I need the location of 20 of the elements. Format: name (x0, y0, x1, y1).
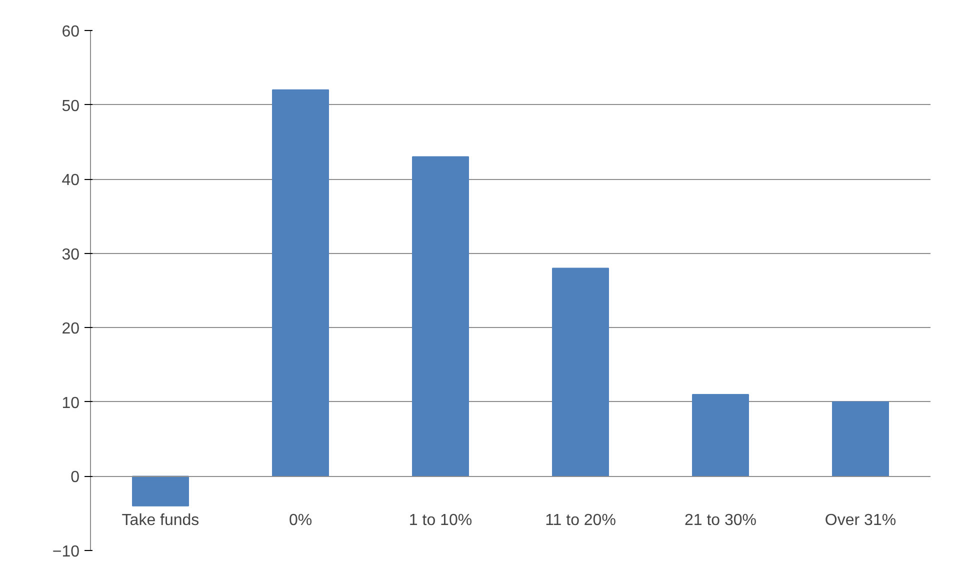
y-tick-label: 0 (70, 469, 80, 486)
y-tick-label: 60 (62, 24, 80, 40)
x-tick-label: Over 31% (824, 512, 896, 530)
y-tick-label: 20 (62, 320, 80, 338)
bar (832, 401, 889, 477)
bar (132, 476, 189, 506)
y-tick-label: 10 (62, 394, 80, 412)
bar (272, 89, 329, 477)
y-tick-label: 30 (62, 246, 80, 264)
x-tick-label: Take funds (122, 512, 200, 530)
x-tick-label: 1 to 10% (408, 512, 472, 530)
x-tick-label: 0% (288, 512, 312, 530)
bar (412, 156, 469, 477)
x-tick-label: 11 to 20% (545, 512, 616, 530)
y-tick-label: 40 (62, 172, 80, 190)
y-tick-label: −10 (52, 544, 80, 560)
x-tick-label: 21 to 30% (684, 512, 757, 530)
y-tick-label: 50 (62, 98, 80, 115)
bar (552, 268, 609, 477)
bar (692, 394, 749, 477)
